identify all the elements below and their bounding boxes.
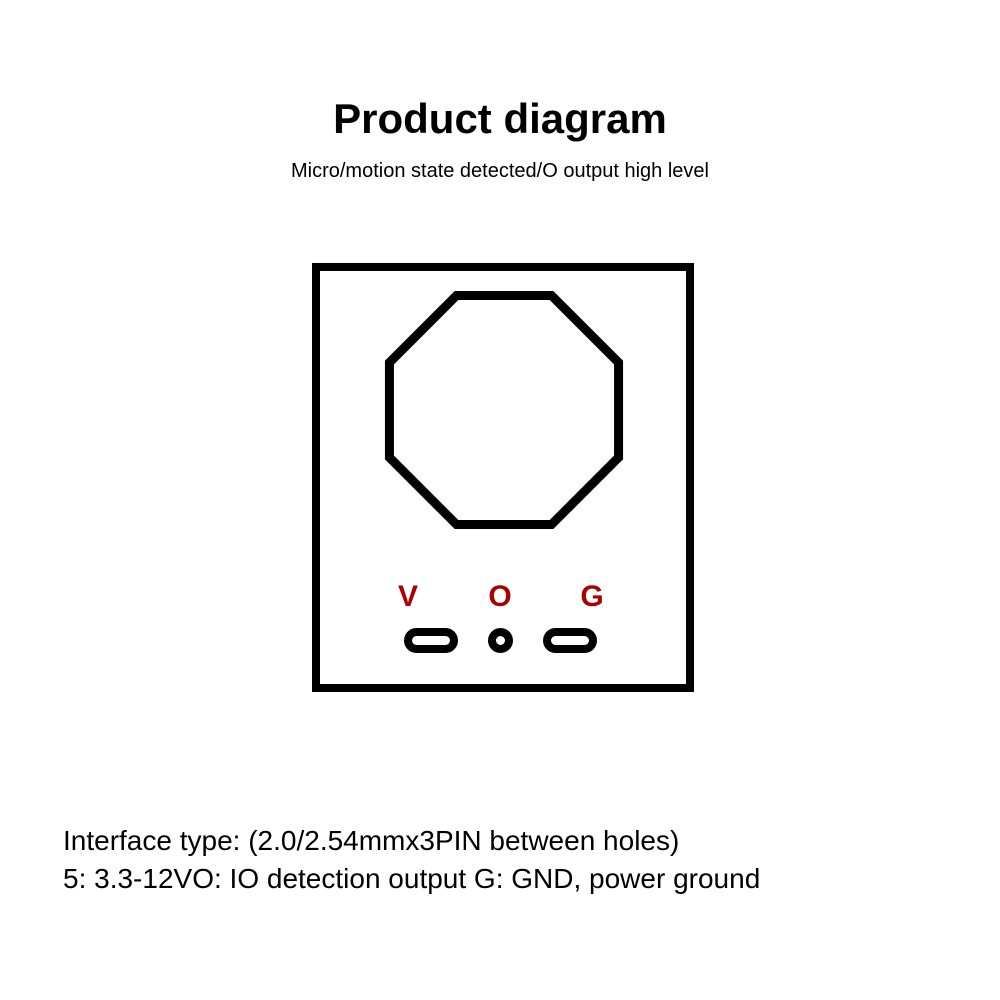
- pin-g-pad: [543, 628, 597, 653]
- footer-line-1: Interface type: (2.0/2.54mmx3PIN between…: [63, 822, 760, 860]
- octagon-shape: [369, 275, 639, 545]
- pin-labels-row: V O G: [0, 580, 1000, 614]
- footer-line-2: 5: 3.3-12VO: IO detection output G: GND,…: [63, 860, 760, 898]
- pin-v-pad: [404, 628, 458, 653]
- pin-label-g: G: [577, 580, 607, 614]
- page-title: Product diagram: [0, 95, 1000, 143]
- page-subtitle: Micro/motion state detected/O output hig…: [0, 160, 1000, 183]
- pin-o-pad: [488, 628, 513, 653]
- pin-label-o: O: [485, 580, 515, 614]
- octagon-polygon: [389, 295, 618, 524]
- footer-text: Interface type: (2.0/2.54mmx3PIN between…: [63, 822, 760, 898]
- pin-label-v: V: [393, 580, 423, 614]
- pins-row: [0, 628, 1000, 653]
